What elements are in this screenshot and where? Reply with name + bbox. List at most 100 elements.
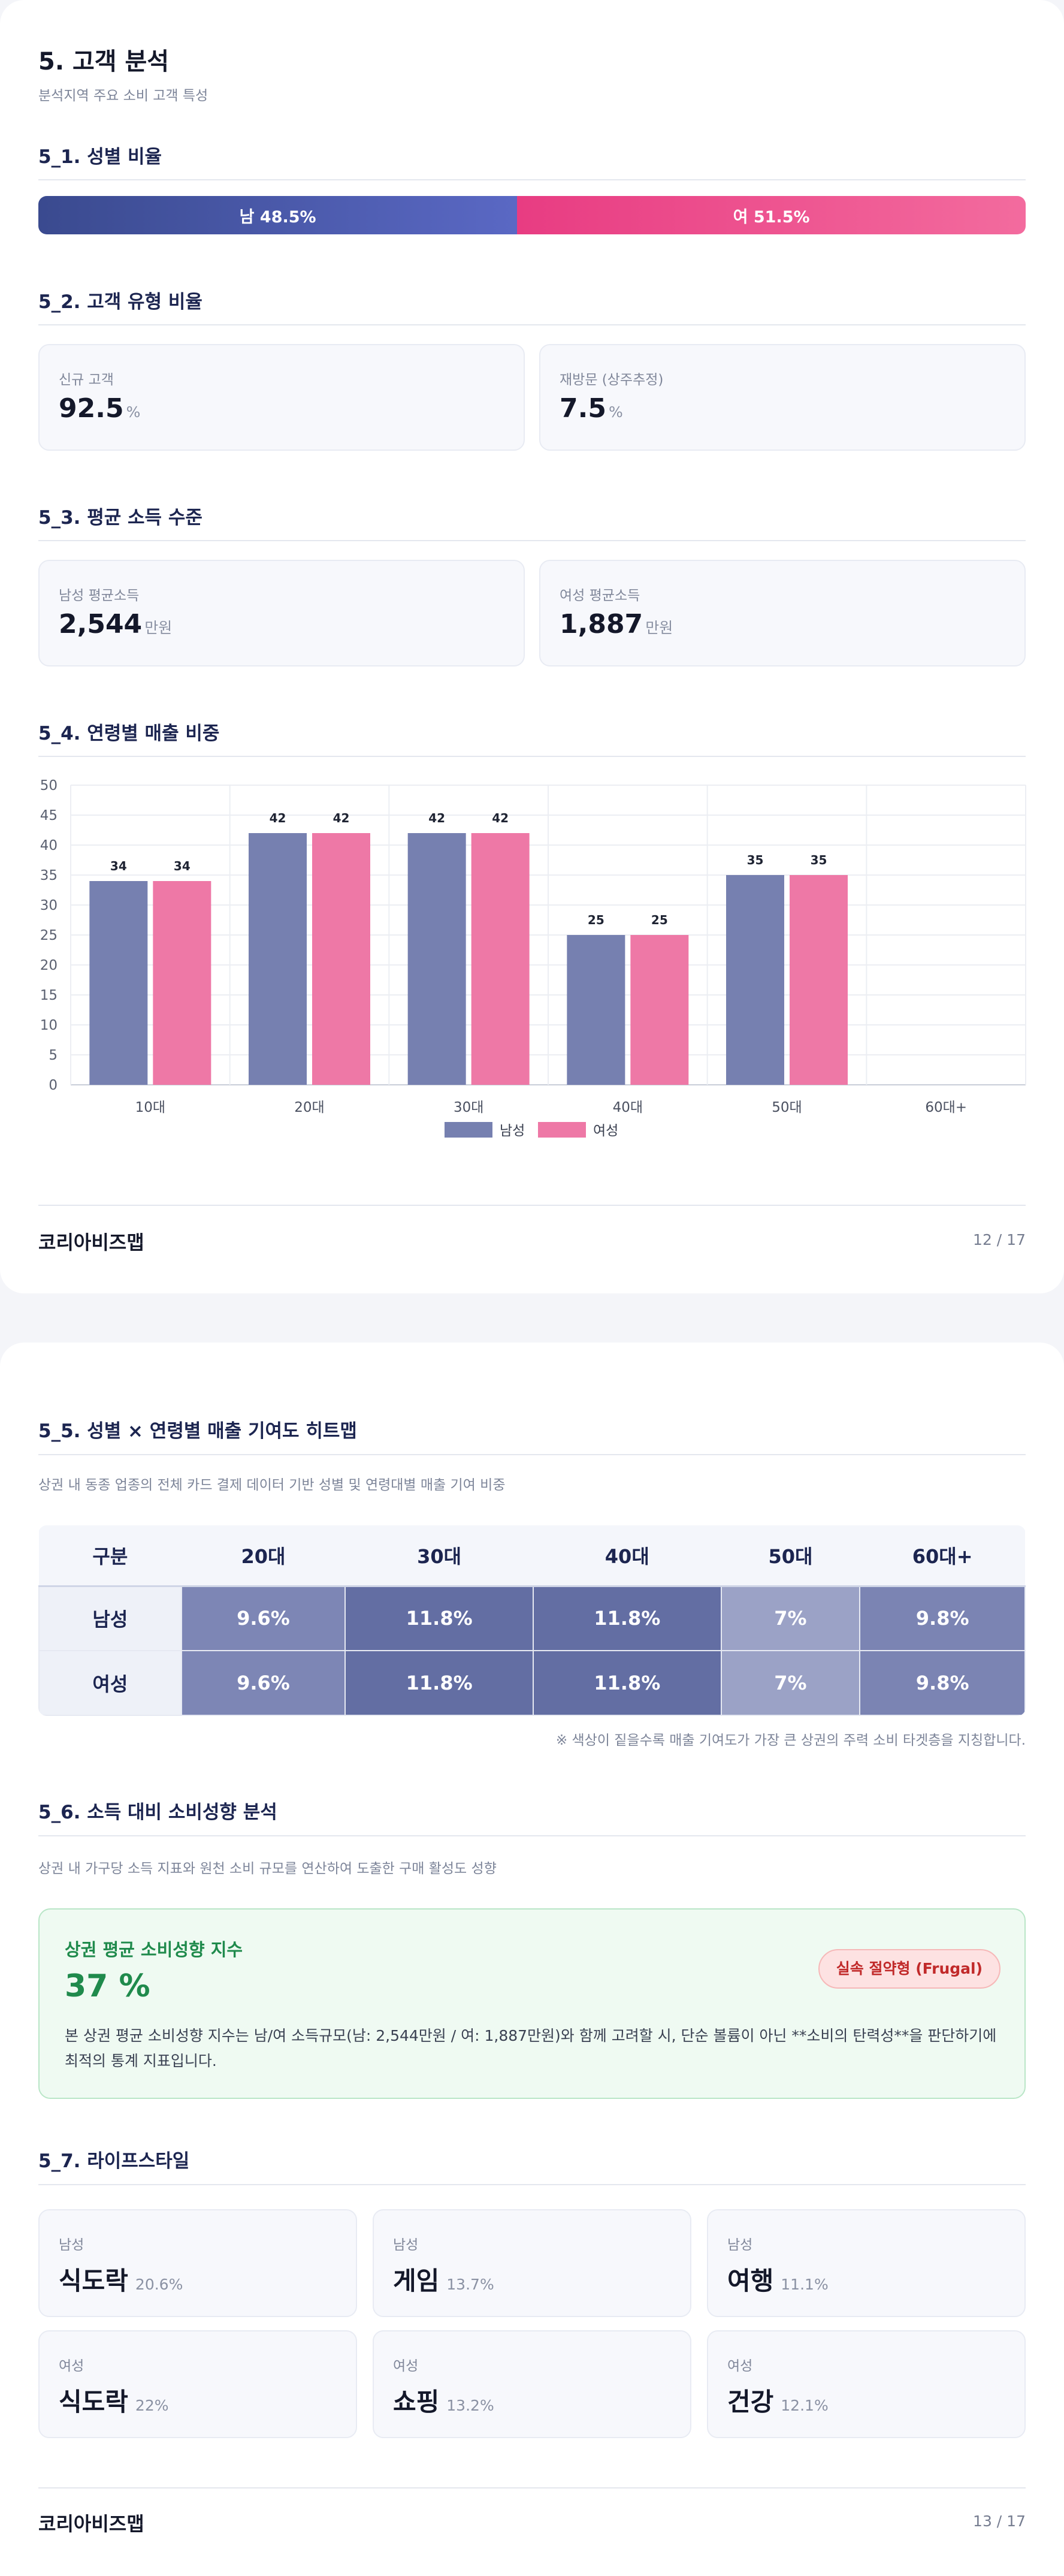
lifestyle-gender: 남성: [393, 2237, 419, 2253]
heatmap-cell: 11.8%: [344, 1585, 534, 1651]
male-income-card: 남성 평균소득 2,544 만원: [38, 560, 525, 666]
lifestyle-card: 여성 건강 12.1%: [707, 2330, 1026, 2438]
divider: [38, 756, 1026, 757]
heatmap-cell: 9.8%: [859, 1585, 1026, 1651]
revisit-customer-card: 재방문 (상주추정) 7.5%: [539, 344, 1026, 451]
heatmap-row-label: 남성: [38, 1585, 182, 1651]
lifestyle-gender: 여성: [727, 2358, 753, 2374]
heatmap-cell: 11.8%: [532, 1585, 722, 1651]
card-label: 재방문 (상주추정): [560, 372, 664, 388]
card-label: 여성 평균소득: [560, 588, 640, 604]
y-tick-label: 40: [40, 838, 58, 853]
age-sales-heading: 5_4. 연령별 매출 비중: [38, 723, 220, 744]
bar-male: [407, 833, 466, 1085]
y-tick-label: 30: [40, 898, 58, 913]
x-tick-label: 30대: [454, 1100, 483, 1115]
y-tick-label: 10: [40, 1018, 58, 1033]
lifestyle-name: 여행 11.1%: [727, 2266, 829, 2296]
x-tick-label: 20대: [294, 1100, 324, 1115]
gender-ratio-bar: 남 48.5% 여 51.5%: [38, 196, 1026, 234]
heatmap-cell: 9.8%: [859, 1650, 1026, 1716]
lifestyle-name: 건강 12.1%: [727, 2387, 829, 2417]
footer-brand: 코리아비즈맵: [38, 1231, 144, 1254]
heatmap-row-female: 여성 9.6% 11.8% 11.8% 7% 9.8%: [38, 1650, 1026, 1716]
heatmap-header: 구분: [39, 1525, 182, 1587]
bar-female: [630, 935, 689, 1085]
y-tick-label: 15: [40, 988, 58, 1003]
heatmap-cell: 11.8%: [344, 1650, 534, 1716]
bar-data-label: 42: [428, 811, 445, 825]
heatmap-cell: 7%: [720, 1650, 861, 1716]
age-sales-bar-chart: 0 5 10 15 20 25 30 35 40 45 50 10대 34 34 20대 42 42 30대 42 4…: [40, 778, 1026, 1139]
spending-index-box: 상권 평균 소비성향 지수 37 % 실속 절약형 (Frugal) 본 상권 …: [38, 1908, 1026, 2099]
lifestyle-gender: 남성: [59, 2237, 84, 2253]
section-subtitle: 분석지역 주요 소비 고객 특성: [38, 88, 208, 104]
y-tick-label: 5: [49, 1048, 58, 1063]
lifestyle-name: 식도락 20.6%: [59, 2266, 183, 2296]
card-value: 1,887 만원: [560, 609, 673, 640]
lifestyle-gender: 여성: [59, 2358, 84, 2374]
gender-age-heatmap: 구분 20대 30대 40대 50대 60대+ 남성 9.6% 11.8% 11…: [38, 1525, 1026, 1716]
heatmap-row-male: 남성 9.6% 11.8% 11.8% 7% 9.8%: [38, 1585, 1026, 1651]
lifestyle-card: 남성 식도락 20.6%: [38, 2209, 357, 2317]
male-ratio-segment: 남 48.5%: [38, 196, 518, 234]
heatmap-note: ※ 색상이 짙을수록 매출 기여도가 가장 큰 상권의 주력 소비 타겟층을 지…: [555, 1733, 1026, 1748]
female-income-card: 여성 평균소득 1,887 만원: [539, 560, 1026, 666]
section-title: 5. 고객 분석: [38, 48, 170, 76]
income-heading: 5_3. 평균 소득 수준: [38, 507, 202, 529]
report-page-12: 5. 고객 분석 분석지역 주요 소비 고객 특성 5_1. 성별 비율 남 4…: [0, 0, 1064, 1293]
spending-description: 상권 내 가구당 소득 지표와 원천 소비 규모를 연산하여 도출한 구매 활성…: [38, 1861, 497, 1877]
heatmap-header: 20대: [181, 1525, 346, 1587]
bar-male: [567, 935, 625, 1085]
x-tick-label: 60대+: [925, 1100, 967, 1115]
card-label: 남성 평균소득: [59, 588, 140, 604]
bar-data-label: 35: [747, 853, 764, 867]
heatmap-cell: 7%: [720, 1585, 861, 1651]
y-tick-label: 0: [49, 1078, 58, 1093]
y-tick-label: 20: [40, 958, 58, 973]
divider: [38, 1454, 1026, 1455]
bar-data-label: 34: [110, 859, 127, 873]
spending-index-title: 상권 평균 소비성향 지수: [65, 1939, 243, 1960]
gender-ratio-heading: 5_1. 성별 비율: [38, 146, 162, 168]
x-tick-label: 40대: [613, 1100, 643, 1115]
spending-index-body: 본 상권 평균 소비성향 지수는 남/여 소득규모(남: 2,544만원 / 여…: [65, 2027, 997, 2070]
heatmap-header: 30대: [345, 1525, 533, 1587]
frugal-type-badge: 실속 절약형 (Frugal): [818, 1949, 1000, 1989]
lifestyle-card: 여성 쇼핑 13.2%: [373, 2330, 691, 2438]
lifestyle-gender: 남성: [727, 2237, 753, 2253]
customer-type-heading: 5_2. 고객 유형 비율: [38, 291, 202, 313]
spending-heading: 5_6. 소득 대비 소비성향 분석: [38, 1802, 277, 1823]
card-value: 2,544 만원: [59, 609, 173, 640]
bar-data-label: 34: [174, 859, 191, 873]
bar-male: [249, 833, 307, 1085]
x-tick-label: 50대: [772, 1100, 802, 1115]
heatmap-heading: 5_5. 성별 × 연령별 매출 기여도 히트맵: [38, 1420, 357, 1442]
divider: [38, 179, 1026, 180]
spending-index-value: 37 %: [65, 1968, 150, 2004]
bar-data-label: 42: [492, 811, 509, 825]
divider: [38, 1835, 1026, 1836]
heatmap-row-label: 여성: [38, 1650, 182, 1716]
bar-data-label: 42: [333, 811, 350, 825]
bar-female: [471, 833, 530, 1085]
bar-data-label: 25: [588, 913, 604, 927]
bar-data-label: 35: [811, 853, 827, 867]
card-label: 신규 고객: [59, 372, 114, 388]
new-customer-card: 신규 고객 92.5%: [38, 344, 525, 451]
heatmap-header: 60대+: [860, 1525, 1025, 1587]
lifestyle-card: 남성 여행 11.1%: [707, 2209, 1026, 2317]
lifestyle-name: 식도락 22%: [59, 2387, 169, 2417]
lifestyle-name: 쇼핑 13.2%: [393, 2387, 494, 2417]
footer-divider: [38, 1205, 1026, 1206]
heatmap-cell: 9.6%: [180, 1650, 346, 1716]
lifestyle-card: 남성 게임 13.7%: [373, 2209, 691, 2317]
legend-swatch: [538, 1122, 586, 1138]
bar-data-label: 42: [270, 811, 286, 825]
heatmap-header: 40대: [533, 1525, 721, 1587]
bar-data-label: 25: [651, 913, 668, 927]
lifestyle-gender: 여성: [393, 2358, 419, 2374]
legend-swatch: [445, 1122, 492, 1138]
x-tick-label: 10대: [135, 1100, 165, 1115]
y-tick-label: 35: [40, 868, 58, 883]
